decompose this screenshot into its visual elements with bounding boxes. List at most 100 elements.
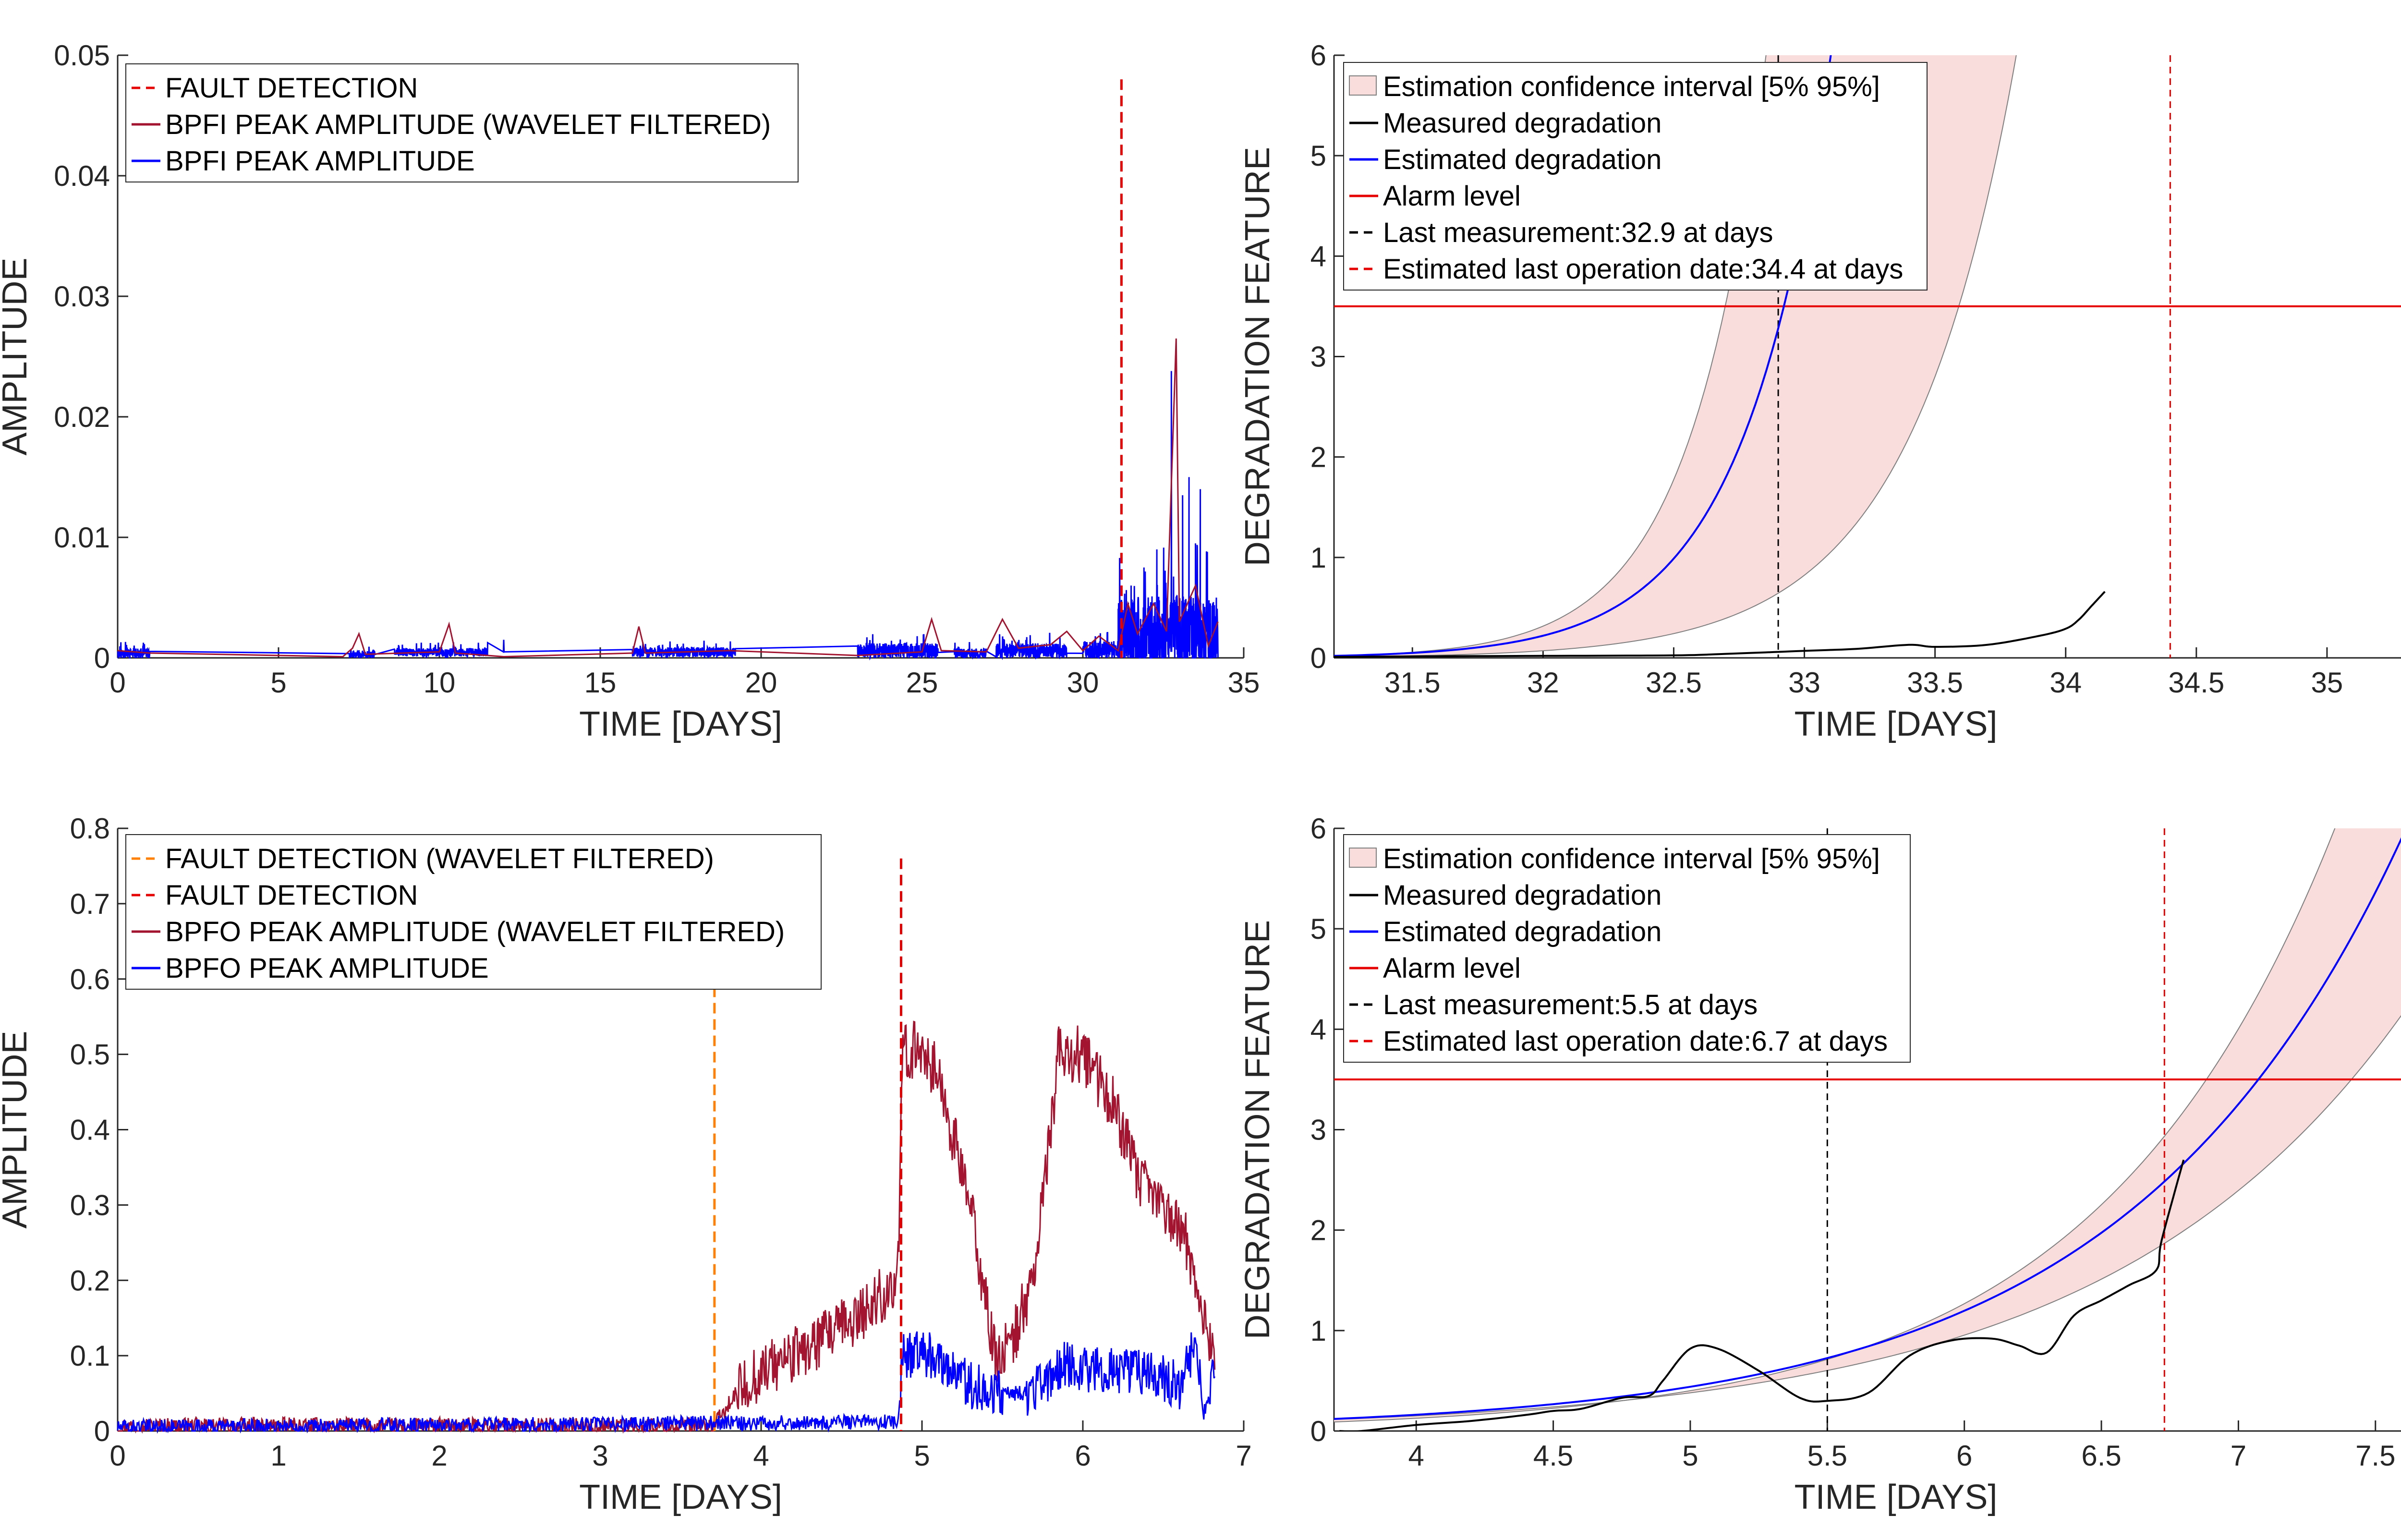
confidence-lower-edge	[1334, 1015, 2401, 1420]
y-tick-label: 1	[1310, 542, 1326, 574]
x-tick-label: 5	[1682, 1440, 1698, 1472]
x-tick-label: 2	[431, 1440, 447, 1472]
plot-area	[1334, 828, 2401, 1431]
chart-bpfo: 0 1 2 3 4 5 6 7 0 0.1 0.2 0.3 0.4 0.5 0.6 0.7 0.8 TIME [D…	[0, 812, 1252, 1516]
series-bpfi-peak-amplitude-wavelet	[117, 338, 1219, 658]
chart-bpfi: 0 5 10 15 20 25 30 35 0 0.01 0.02 0.03 0.04 0.05 TIME …	[0, 39, 1260, 743]
x-tick-label: 1	[270, 1440, 286, 1472]
legend-label: FAULT DETECTION	[165, 880, 418, 911]
x-tick-label: 33	[1788, 667, 1820, 699]
legend-box	[125, 63, 799, 182]
legend-swatch	[1349, 75, 1377, 96]
legend: FAULT DETECTION (WAVELET FILTERED) FAULT …	[125, 834, 822, 990]
y-tick-label: 0.1	[70, 1340, 110, 1372]
x-tick-label: 34	[2049, 667, 2082, 699]
legend-swatch	[1349, 848, 1377, 868]
legend-entry: BPFO PEAK AMPLITUDE	[132, 953, 489, 984]
y-tick-label: 0	[1310, 642, 1326, 674]
legend-entry: BPFO PEAK AMPLITUDE (WAVELET FILTERED)	[132, 916, 785, 947]
x-tick-label: 10	[424, 667, 456, 699]
x-tick-label: 25	[906, 667, 938, 699]
x-tick-label: 32.5	[1646, 667, 1702, 699]
confidence-upper-edge	[1334, 828, 2336, 1423]
x-tick-label: 35	[2311, 667, 2343, 699]
plot-area	[1334, 55, 2401, 658]
legend-entry: Estimation confidence interval [5% 95%]	[1349, 843, 1880, 874]
y-axis-label: AMPLITUDE	[0, 1031, 34, 1228]
legend: FAULT DETECTION BPFI PEAK AMPLITUDE (WAVE…	[125, 63, 799, 182]
x-tick-label: 6.5	[2081, 1440, 2121, 1472]
y-tick-label: 0.01	[54, 521, 110, 554]
chart-bpfi-prognosis: 31.53232.53333.53434.53535.50123456TIME …	[1238, 39, 2401, 743]
x-tick-label: 20	[745, 667, 777, 699]
x-tick-label: 5	[270, 667, 286, 699]
measured-degradation-curve	[1339, 1159, 2185, 1431]
y-axis-label: DEGRADATION FEATURE	[1238, 920, 1277, 1339]
legend-label: Measured degradation	[1383, 108, 1661, 139]
legend-entry: Last measurement:32.9 at days	[1349, 217, 1773, 248]
x-axis-label: TIME [DAYS]	[1795, 1478, 1998, 1516]
x-tick-label: 30	[1067, 667, 1099, 699]
legend-label: BPFI PEAK AMPLITUDE (WAVELET FILTERED)	[165, 109, 771, 140]
y-tick-label: 6	[1310, 39, 1326, 72]
legend: Estimation confidence interval [5% 95%] M…	[1343, 834, 1911, 1063]
legend-label: Alarm level	[1383, 181, 1521, 212]
y-tick-label: 5	[1310, 913, 1326, 945]
legend-entry: Estimated last operation date:34.4 at da…	[1349, 254, 1903, 285]
y-axis-label: DEGRADATION FEATURE	[1238, 147, 1277, 566]
x-axis-label: TIME [DAYS]	[579, 1478, 782, 1516]
y-tick-label: 0.03	[54, 280, 110, 313]
y-tick-label: 2	[1310, 441, 1326, 473]
x-tick-label: 0	[109, 1440, 125, 1472]
x-tick-label: 7.5	[2355, 1440, 2395, 1472]
x-tick-label: 6	[1075, 1440, 1091, 1472]
measured-degradation-curve	[1334, 591, 2106, 658]
legend-entry: FAULT DETECTION (WAVELET FILTERED)	[132, 843, 714, 874]
y-tick-label: 0.3	[70, 1189, 110, 1221]
legend-label: Estimated last operation date:6.7 at day…	[1383, 1026, 1888, 1057]
y-tick-label: 0.2	[70, 1264, 110, 1297]
legend-label: Estimated last operation date:34.4 at da…	[1383, 254, 1903, 285]
y-tick-label: 0	[1310, 1415, 1326, 1447]
x-tick-label: 4	[753, 1440, 769, 1472]
legend-label: Last measurement:32.9 at days	[1383, 217, 1773, 248]
series-bpfo-peak-amplitude	[117, 1331, 1216, 1434]
legend-label: Estimated degradation	[1383, 916, 1661, 947]
confidence-lower-edge	[1334, 55, 2017, 657]
estimated-degradation-curve	[1334, 837, 2401, 1420]
y-tick-label: 0	[94, 1415, 110, 1447]
confidence-band	[1334, 828, 2401, 1422]
legend-label: Estimation confidence interval [5% 95%]	[1383, 71, 1880, 102]
estimated-degradation-curve	[1334, 55, 1832, 657]
x-tick-label: 7	[2231, 1440, 2246, 1472]
legend-label: Estimated degradation	[1383, 144, 1661, 175]
y-tick-label: 6	[1310, 812, 1326, 845]
y-tick-label: 0.8	[70, 812, 110, 845]
legend-label: BPFI PEAK AMPLITUDE	[165, 146, 475, 177]
legend-entry: BPFI PEAK AMPLITUDE	[132, 146, 475, 177]
legend-entry: Alarm level	[1349, 953, 1521, 984]
legend-label: BPFO PEAK AMPLITUDE (WAVELET FILTERED)	[165, 916, 785, 947]
x-tick-label: 4.5	[1533, 1440, 1573, 1472]
series-bpfi-peak-amplitude	[117, 371, 1219, 661]
x-tick-label: 15	[584, 667, 617, 699]
y-tick-label: 2	[1310, 1214, 1326, 1247]
legend-entry: Measured degradation	[1349, 108, 1661, 139]
y-tick-label: 4	[1310, 240, 1326, 272]
x-tick-label: 5	[914, 1440, 930, 1472]
y-tick-label: 1	[1310, 1315, 1326, 1347]
legend-box	[125, 834, 822, 990]
y-tick-label: 5	[1310, 140, 1326, 172]
legend-entry: Estimated degradation	[1349, 144, 1661, 175]
y-tick-label: 0.6	[70, 963, 110, 995]
legend-label: Alarm level	[1383, 953, 1521, 984]
x-tick-label: 33.5	[1907, 667, 1963, 699]
legend-entry: Estimated last operation date:6.7 at day…	[1349, 1026, 1888, 1057]
legend-box	[1343, 834, 1911, 1063]
legend-entry: FAULT DETECTION	[132, 73, 418, 104]
legend-entry: BPFI PEAK AMPLITUDE (WAVELET FILTERED)	[132, 109, 771, 140]
y-tick-label: 3	[1310, 341, 1326, 373]
x-tick-label: 0	[109, 667, 125, 699]
y-tick-label: 0.7	[70, 888, 110, 920]
